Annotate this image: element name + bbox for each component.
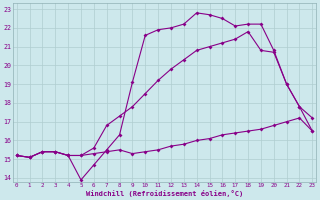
X-axis label: Windchill (Refroidissement éolien,°C): Windchill (Refroidissement éolien,°C) [86,190,243,197]
